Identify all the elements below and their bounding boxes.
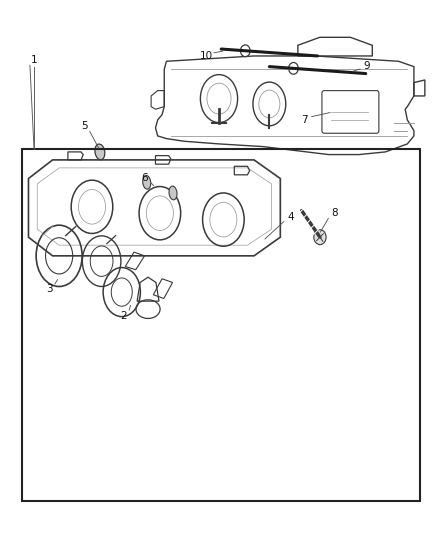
Ellipse shape xyxy=(240,45,250,56)
Ellipse shape xyxy=(169,186,177,200)
Text: 5: 5 xyxy=(81,122,88,131)
Ellipse shape xyxy=(95,144,105,160)
Ellipse shape xyxy=(289,62,298,74)
Text: 10: 10 xyxy=(200,51,213,61)
Text: 6: 6 xyxy=(141,173,148,183)
Text: 8: 8 xyxy=(331,208,338,218)
Text: 3: 3 xyxy=(46,284,53,294)
Text: 4: 4 xyxy=(287,212,294,222)
Text: 2: 2 xyxy=(120,311,127,320)
Ellipse shape xyxy=(314,230,326,245)
Ellipse shape xyxy=(143,175,151,189)
Text: 1: 1 xyxy=(31,55,38,64)
Text: 9: 9 xyxy=(364,61,371,70)
Text: 7: 7 xyxy=(301,115,308,125)
Bar xyxy=(22,149,420,501)
